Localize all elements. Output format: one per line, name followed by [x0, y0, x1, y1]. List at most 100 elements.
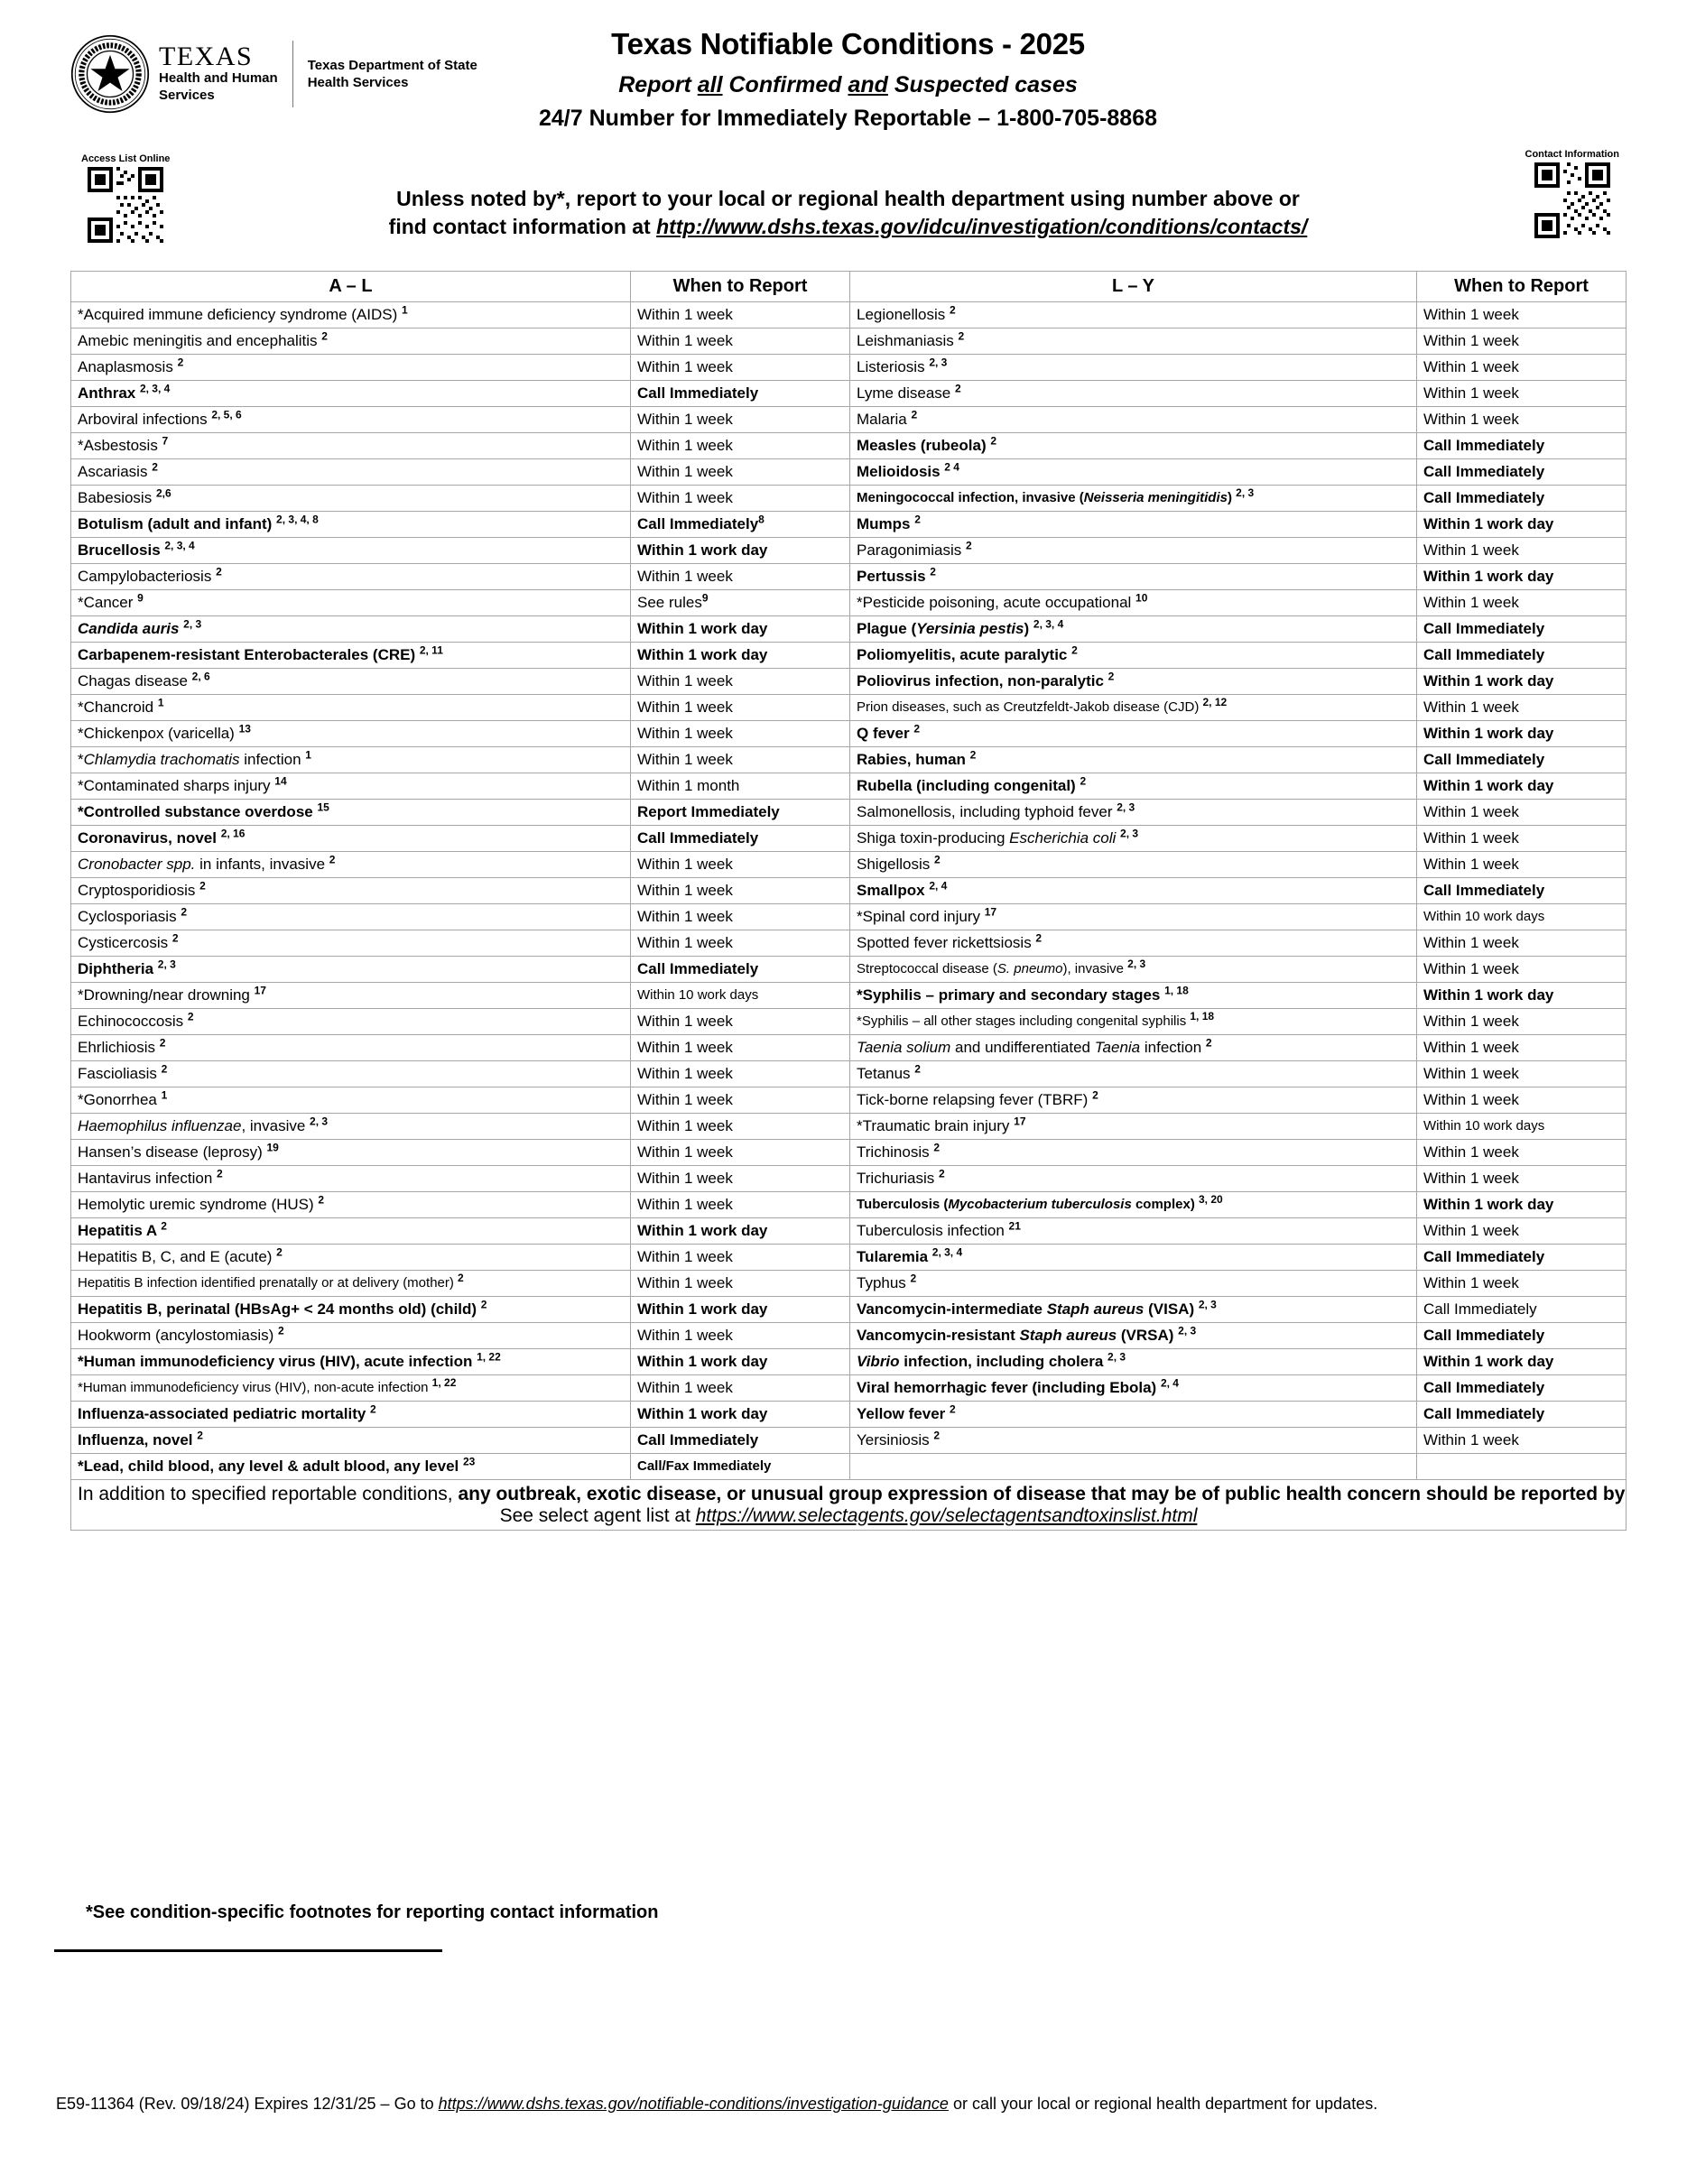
when-to-report-left: Within 1 week	[630, 877, 850, 904]
table-row: *Asbestosis 7 Within 1 week Measles (rubeo…	[70, 432, 1626, 459]
table-row: Botulism (adult and infant) 2, 3, 4, 8 Ca…	[70, 511, 1626, 538]
condition-name-left: Cronobacter spp. in infants, invasive 2	[70, 851, 631, 878]
when-to-report-left: Within 1 week	[630, 668, 850, 695]
condition-name-left: Brucellosis 2, 3, 4	[70, 537, 631, 564]
when-to-report-right: Call Immediately	[1416, 615, 1626, 643]
table-row: Anaplasmosis 2 Within 1 week Listeriosis 2…	[70, 354, 1626, 381]
when-to-report-right: Within 1 week	[1416, 537, 1626, 564]
table-row: Amebic meningitis and encephalitis 2 With…	[70, 328, 1626, 355]
condition-name-left: Hookworm (ancylostomiasis) 2	[70, 1322, 631, 1349]
header-col-when-2: When to Report	[1416, 271, 1626, 302]
table-row: *Controlled substance overdose 15 Report …	[70, 799, 1626, 826]
when-to-report-left: Within 1 week	[630, 746, 850, 773]
when-to-report-left: Within 1 week	[630, 903, 850, 930]
table-row: Campylobacteriosis 2 Within 1 week Pertuss…	[70, 563, 1626, 590]
select-agent-link[interactable]: https://www.selectagents.gov/selectagent…	[695, 1504, 1198, 1526]
table-row: Arboviral infections 2, 5, 6 Within 1 wee…	[70, 406, 1626, 433]
condition-name-left: Anaplasmosis 2	[70, 354, 631, 381]
condition-name-left: Babesiosis 2,6	[70, 485, 631, 512]
when-to-report-right: Within 1 week	[1416, 1087, 1626, 1114]
table-row: *Drowning/near drowning 17 Within 10 work…	[70, 982, 1626, 1009]
when-to-report-right: Within 1 work day	[1416, 982, 1626, 1009]
condition-name-right: Pertussis 2	[849, 563, 1417, 590]
condition-name-left: Hepatitis B, C, and E (acute) 2	[70, 1244, 631, 1271]
outbreak-note: In addition to specified reportable cond…	[70, 1478, 1626, 1532]
table-row: Hemolytic uremic syndrome (HUS) 2 Within …	[70, 1191, 1626, 1218]
qr-left-caption: Access List Online	[81, 153, 171, 164]
table-row: *Contaminated sharps injury 14 Within 1 m…	[70, 773, 1626, 800]
when-to-report-left: Within 1 week	[630, 1008, 850, 1035]
condition-name-right: *Syphilis – primary and secondary stages…	[849, 982, 1417, 1009]
table-row: Hepatitis B, C, and E (acute) 2 Within 1 …	[70, 1244, 1626, 1271]
table-row: *Human immunodeficiency virus (HIV), acu…	[70, 1348, 1626, 1375]
when-to-report-left: Within 1 work day	[630, 1401, 850, 1428]
condition-name-left: Botulism (adult and infant) 2, 3, 4, 8	[70, 511, 631, 538]
condition-name-left: Ehrlichiosis 2	[70, 1034, 631, 1061]
condition-name-right: Viral hemorrhagic fever (including Ebola…	[849, 1374, 1417, 1402]
condition-name-left: Ascariasis 2	[70, 458, 631, 486]
when-to-report-right: Within 1 week	[1416, 851, 1626, 878]
instructions-prefix: find contact information at	[388, 215, 657, 239]
qr-code-icon[interactable]	[88, 167, 164, 243]
condition-name-right: *Pesticide poisoning, acute occupational…	[849, 589, 1417, 616]
instructions-line-2: find contact information at http://www.d…	[208, 213, 1488, 241]
condition-name-right: Prion diseases, such as Creutzfeldt-Jako…	[849, 694, 1417, 721]
condition-name-right: Q fever 2	[849, 720, 1417, 747]
table-row: Haemophilus influenzae, invasive 2, 3 Wit…	[70, 1113, 1626, 1140]
condition-name-right: *Spinal cord injury 17	[849, 903, 1417, 930]
table-row: *Human immunodeficiency virus (HIV), non…	[70, 1374, 1626, 1402]
contacts-link[interactable]: http://www.dshs.texas.gov/idcu/investiga…	[656, 215, 1308, 239]
when-to-report-left: Within 1 week	[630, 485, 850, 512]
condition-name-left: Hantavirus infection 2	[70, 1165, 631, 1192]
when-to-report-right: Within 1 week	[1416, 328, 1626, 355]
condition-name-left: *Drowning/near drowning 17	[70, 982, 631, 1009]
condition-name-right: Taenia solium and undifferentiated Taeni…	[849, 1034, 1417, 1061]
condition-name-right: Lyme disease 2	[849, 380, 1417, 407]
when-to-report-left: Within 1 week	[630, 720, 850, 747]
condition-name-left: *Chlamydia trachomatis infection 1	[70, 746, 631, 773]
condition-name-right: Vancomycin-resistant Staph aureus (VRSA)…	[849, 1322, 1417, 1349]
dshs-line1: Texas Department of State	[307, 57, 477, 73]
guidance-link[interactable]: https://www.dshs.texas.gov/notifiable-co…	[438, 2095, 949, 2113]
table-row: Candida auris 2, 3 Within 1 work day Plagu…	[70, 615, 1626, 643]
when-to-report-right: Call Immediately	[1416, 1374, 1626, 1402]
condition-name-right: Listeriosis 2, 3	[849, 354, 1417, 381]
when-to-report-right: Call Immediately	[1416, 642, 1626, 669]
condition-name-right: Yersiniosis 2	[849, 1427, 1417, 1454]
document-footer: E59-11364 (Rev. 09/18/24) Expires 12/31/…	[56, 2092, 1645, 2117]
when-to-report-left: Call Immediately	[630, 956, 850, 983]
when-to-report-right: Within 1 work day	[1416, 1348, 1626, 1375]
condition-name-left: Hepatitis B, perinatal (HBsAg+ < 24 mont…	[70, 1296, 631, 1323]
condition-name-right: *Traumatic brain injury 17	[849, 1113, 1417, 1140]
table-row: Ehrlichiosis 2 Within 1 week Taenia solium…	[70, 1034, 1626, 1061]
qr-code-icon[interactable]	[1534, 162, 1610, 238]
condition-name-left: Fascioliasis 2	[70, 1060, 631, 1087]
condition-name-right: Smallpox 2, 4	[849, 877, 1417, 904]
logo-hhs-line1: Health and Human	[159, 70, 278, 87]
condition-name-left: *Asbestosis 7	[70, 432, 631, 459]
when-to-report-left: See rules9	[630, 589, 850, 616]
header-col-l-y: L – Y	[849, 271, 1417, 302]
condition-name-left: Candida auris 2, 3	[70, 615, 631, 643]
when-to-report-left: Report Immediately	[630, 799, 850, 826]
when-to-report-right: Within 1 week	[1416, 1139, 1626, 1166]
logo-hhs-line2: Services	[159, 88, 215, 103]
when-to-report-right: Call Immediately	[1416, 746, 1626, 773]
hotline-number: 24/7 Number for Immediately Reportable –…	[538, 106, 1158, 131]
logo-texas-text: TEXAS	[159, 42, 254, 72]
condition-name-right: Poliomyelitis, acute paralytic 2	[849, 642, 1417, 669]
when-to-report-right: Call Immediately	[1416, 1296, 1626, 1323]
when-to-report-right: Within 1 week	[1416, 930, 1626, 957]
table-row: Chagas disease 2, 6 Within 1 week Poliovir…	[70, 668, 1626, 695]
when-to-report-right: Call Immediately	[1416, 1322, 1626, 1349]
condition-name-left: *Gonorrhea 1	[70, 1087, 631, 1114]
qr-contact-information[interactable]: Contact Information	[1525, 149, 1619, 243]
qr-access-list[interactable]: Access List Online	[81, 153, 170, 247]
when-to-report-right: Call Immediately	[1416, 485, 1626, 512]
when-to-report-right: Within 1 week	[1416, 354, 1626, 381]
when-to-report-right: Call Immediately	[1416, 432, 1626, 459]
when-to-report-right: Within 1 work day	[1416, 668, 1626, 695]
condition-name-left: *Human immunodeficiency virus (HIV), acu…	[70, 1348, 631, 1375]
when-to-report-left: Within 1 week	[630, 1322, 850, 1349]
